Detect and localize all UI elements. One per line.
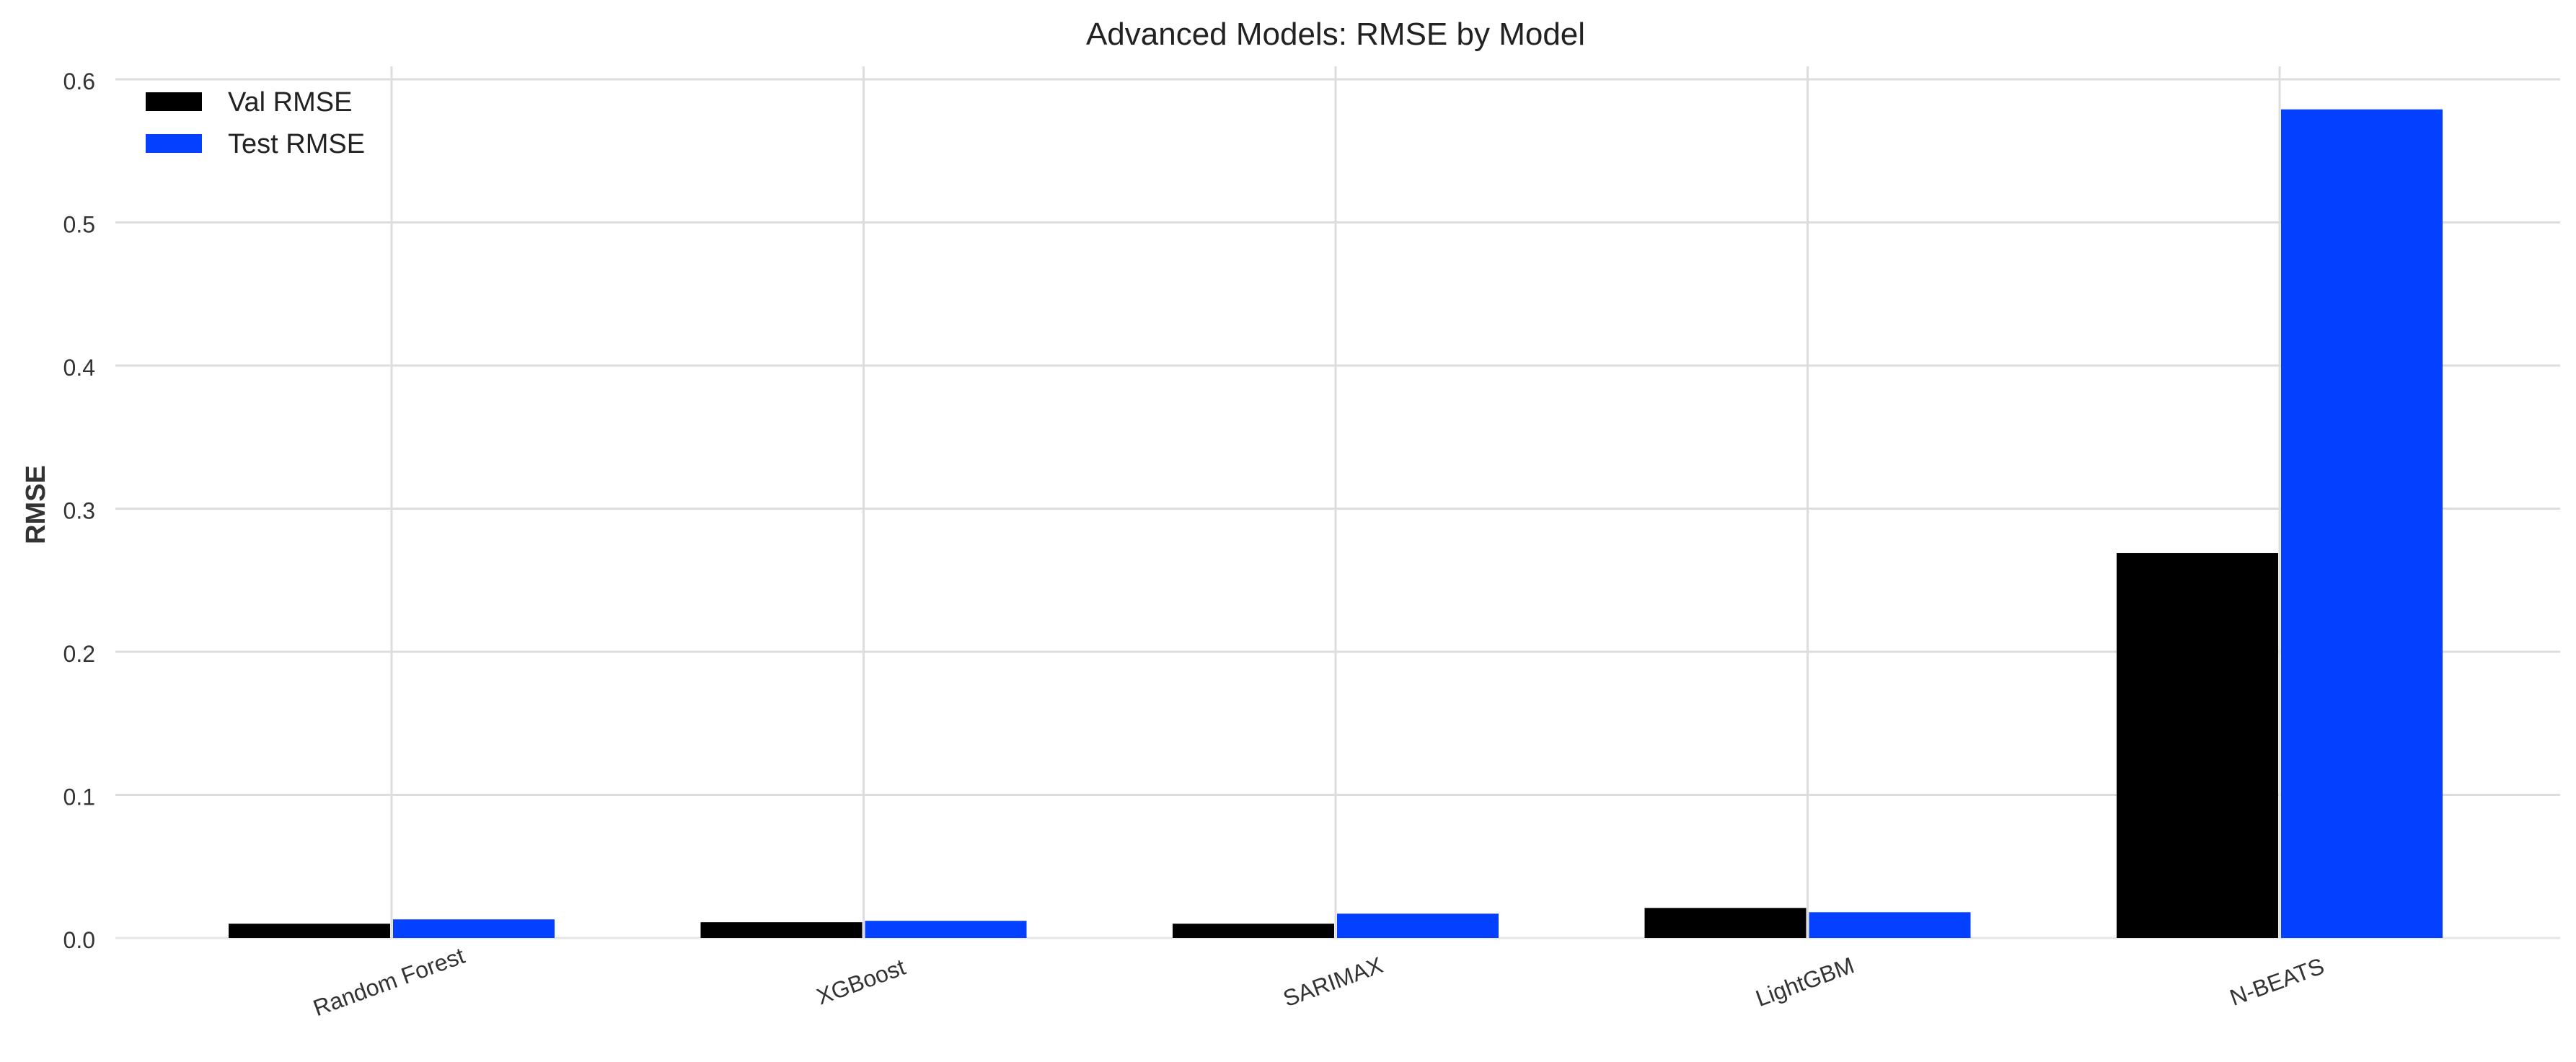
y-tick-label: 0.4 xyxy=(63,355,95,381)
val-rmse-bar-xgboost xyxy=(700,922,863,938)
legend: Val RMSE Test RMSE xyxy=(146,87,365,159)
y-tick-label: 0.1 xyxy=(63,784,95,810)
legend-label: Test RMSE xyxy=(228,129,365,159)
val-rmse-bar-lightgbm xyxy=(1644,908,1807,938)
test-rmse-bar-n-beats xyxy=(2281,109,2443,938)
legend-label: Val RMSE xyxy=(228,87,352,118)
y-axis-label: RMSE xyxy=(21,465,51,544)
grid xyxy=(115,66,2560,939)
y-tick-label: 0.5 xyxy=(63,212,95,238)
test-rmse-bar-sarimax xyxy=(1337,913,1499,938)
bars xyxy=(229,109,2443,938)
y-tick-label: 0.2 xyxy=(63,641,95,667)
test-rmse-bar-xgboost xyxy=(865,921,1027,938)
val-rmse-bar-sarimax xyxy=(1173,924,1334,938)
y-ticks: 0.0 0.1 0.2 0.3 0.4 0.5 0.6 xyxy=(63,68,95,953)
val-rmse-bar-n-beats xyxy=(2117,553,2278,938)
y-tick-label: 0.0 xyxy=(63,927,95,953)
legend-swatch xyxy=(146,92,202,111)
val-rmse-bar-random-forest xyxy=(229,924,390,938)
y-tick-label: 0.6 xyxy=(63,68,95,94)
test-rmse-bar-random-forest xyxy=(393,919,555,938)
y-tick-label: 0.3 xyxy=(63,498,95,524)
chart-title: Advanced Models: RMSE by Model xyxy=(1086,17,1585,52)
legend-swatch xyxy=(146,134,202,153)
test-rmse-bar-lightgbm xyxy=(1809,912,1971,938)
